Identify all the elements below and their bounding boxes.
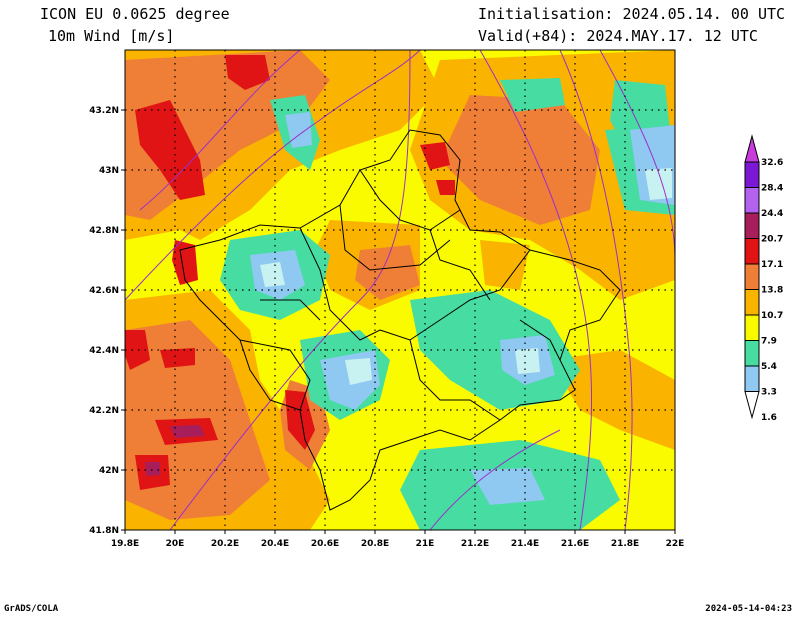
colorbar-swatch (744, 212, 760, 239)
lon-tick-label: 21.2E (461, 539, 489, 549)
lon-tick-label: 22E (666, 539, 685, 549)
lat-tick-label: 42.8N (89, 226, 119, 236)
red-wind-region (160, 348, 195, 368)
lat-tick-label: 42.6N (89, 286, 119, 296)
colorbar-swatch (744, 314, 760, 341)
colorbar-label: 10.7 (761, 311, 783, 321)
red-wind-region (420, 142, 450, 170)
lon-tick-label: 20.6E (311, 539, 339, 549)
valid-time: Valid(+84): 2024.MAY.17. 12 UTC (478, 27, 758, 45)
green-wind-region (500, 78, 565, 112)
lat-tick-label: 41.8N (89, 526, 119, 536)
colorbar-swatch (744, 289, 760, 316)
colorbar-label: 3.3 (761, 388, 777, 398)
red-wind-region (436, 180, 455, 195)
model-title: ICON EU 0.0625 degree (40, 5, 230, 23)
colorbar-max-arrow (744, 134, 760, 163)
lon-tick-label: 20E (166, 539, 185, 549)
lon-tick-label: 20.8E (361, 539, 389, 549)
colorbar-min-arrow (744, 391, 760, 420)
cyan-wind-region (515, 348, 540, 374)
red-wind-region (125, 330, 150, 370)
colorbar-swatch (744, 187, 760, 214)
colorbar-swatch (744, 263, 760, 290)
lon-tick-label: 20.4E (261, 539, 289, 549)
colorbar-label: 17.1 (761, 260, 783, 270)
lat-tick-label: 42N (99, 466, 119, 476)
colorbar-label: 7.9 (761, 337, 777, 347)
lon-tick-label: 21.6E (561, 539, 589, 549)
red-wind-region (172, 240, 198, 285)
maroon-wind-region (145, 462, 160, 476)
orange-wind-region (480, 240, 530, 290)
streamlines (125, 50, 675, 530)
red-wind-region (135, 100, 205, 200)
dorange-wind-region (355, 245, 420, 300)
colorbar-label: 32.6 (761, 158, 783, 168)
red-wind-region (225, 55, 270, 90)
lon-tick-label: 21E (416, 539, 435, 549)
lat-tick-label: 43N (99, 166, 119, 176)
colorbar-swatch (744, 340, 760, 367)
lon-tick-label: 21.4E (511, 539, 539, 549)
variable-title: 10m Wind [m/s] (48, 27, 175, 45)
colorbar-label: 24.4 (761, 209, 783, 219)
lat-tick-label: 42.4N (89, 346, 119, 356)
colorbar-swatch (744, 238, 760, 265)
orange-wind-region (550, 350, 675, 450)
axis-labels: 19.8E 20E 20.2E 20.4E 20.6E 20.8E 21E 21.2E 21.4… (89, 106, 684, 549)
colorbar-label: 28.4 (761, 184, 783, 194)
init-time: Initialisation: 2024.05.14. 00 UTC (478, 5, 786, 23)
color-bar-legend: 1.6 3.3 5.4 7.9 10.7 13.8 17.1 20.7 24.4 28.4 32.6 (744, 134, 783, 423)
maroon-wind-region (170, 425, 205, 438)
timestamp-label: 2024-05-14-04:23 (705, 604, 792, 614)
dorange-wind-region (440, 95, 600, 225)
red-wind-region (285, 390, 315, 450)
lon-tick-label: 21.8E (611, 539, 639, 549)
blue-wind-region (470, 468, 545, 505)
grid-lines (125, 50, 675, 530)
cyan-wind-region (345, 358, 372, 385)
colorbar-label: 13.8 (761, 286, 783, 296)
cyan-wind-region (260, 262, 285, 287)
lat-tick-label: 42.2N (89, 406, 119, 416)
wind-speed-regions (125, 50, 675, 530)
borders (179, 129, 621, 511)
colorbar-swatch (744, 365, 760, 392)
colorbar-swatch (744, 161, 760, 188)
colorbar-label: 1.6 (761, 413, 777, 423)
colorbar-label: 20.7 (761, 235, 783, 245)
wind-field (125, 50, 675, 530)
lon-tick-label: 19.8E (111, 539, 139, 549)
lon-tick-label: 20.2E (211, 539, 239, 549)
lat-tick-label: 43.2N (89, 106, 119, 116)
colorbar-label: 5.4 (761, 362, 777, 372)
cyan-wind-region (645, 168, 672, 200)
credit-label: GrADS/COLA (4, 604, 59, 614)
blue-wind-region (285, 112, 312, 148)
